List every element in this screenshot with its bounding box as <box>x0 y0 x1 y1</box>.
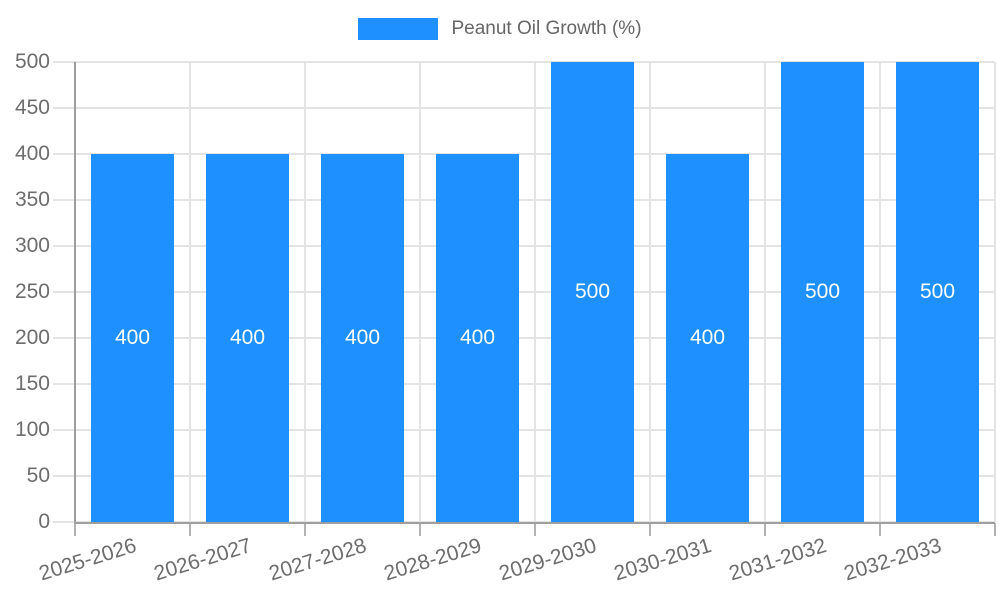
x-axis-tick <box>534 523 536 536</box>
x-gridline <box>534 62 536 522</box>
x-tick-label: 2031-2032 <box>726 534 830 586</box>
x-tick-label: 2026-2027 <box>151 534 255 586</box>
y-tick-label: 200 <box>14 326 50 349</box>
y-tick-label: 400 <box>14 142 50 165</box>
bar[interactable]: 400 <box>666 154 749 522</box>
bar[interactable]: 500 <box>551 62 634 522</box>
y-gridline <box>53 61 995 63</box>
bar[interactable]: 400 <box>321 154 404 522</box>
y-tick-label: 300 <box>14 234 50 257</box>
y-gridline <box>53 429 995 431</box>
bar-value-label: 400 <box>459 326 496 349</box>
y-axis-line <box>74 62 76 522</box>
x-gridline <box>419 62 421 522</box>
y-gridline <box>53 153 995 155</box>
x-tick-label: 2025-2026 <box>36 534 140 586</box>
x-gridline <box>304 62 306 522</box>
y-gridline <box>53 337 995 339</box>
bar-value-label: 400 <box>229 326 266 349</box>
x-gridline <box>189 62 191 522</box>
x-gridline <box>764 62 766 522</box>
legend[interactable]: Peanut Oil Growth (%) <box>0 18 1000 40</box>
bar-value-label: 500 <box>919 280 956 303</box>
x-tick-label: 2029-2030 <box>496 534 600 586</box>
x-gridline <box>649 62 651 522</box>
bar-value-label: 500 <box>804 280 841 303</box>
x-tick-label: 2030-2031 <box>611 534 715 586</box>
bar[interactable]: 500 <box>781 62 864 522</box>
y-gridline <box>53 199 995 201</box>
x-axis-tick <box>994 523 996 536</box>
x-axis-tick <box>649 523 651 536</box>
y-tick-label: 0 <box>38 510 50 533</box>
y-gridline <box>53 475 995 477</box>
legend-label: Peanut Oil Growth (%) <box>451 18 642 39</box>
x-axis-tick <box>74 523 76 536</box>
x-tick-label: 2027-2028 <box>266 534 370 586</box>
x-gridline <box>879 62 881 522</box>
x-axis-tick <box>879 523 881 536</box>
x-axis-line <box>74 522 995 524</box>
y-gridline <box>53 291 995 293</box>
bar-value-label: 400 <box>114 326 151 349</box>
y-tick-label: 350 <box>14 188 50 211</box>
y-gridline <box>53 245 995 247</box>
y-tick-label: 250 <box>14 280 50 303</box>
x-axis-tick <box>189 523 191 536</box>
legend-swatch-icon <box>358 18 439 40</box>
bar[interactable]: 400 <box>206 154 289 522</box>
y-tick-label: 500 <box>14 50 50 73</box>
x-axis-tick <box>304 523 306 536</box>
x-tick-label: 2028-2029 <box>381 534 485 586</box>
x-tick-label: 2032-2033 <box>841 534 945 586</box>
y-tick-label: 450 <box>14 96 50 119</box>
bar[interactable]: 400 <box>436 154 519 522</box>
bar[interactable]: 500 <box>896 62 979 522</box>
y-tick-label: 50 <box>26 464 50 487</box>
x-axis-tick <box>764 523 766 536</box>
y-gridline <box>53 107 995 109</box>
y-gridline <box>53 383 995 385</box>
x-gridline <box>994 62 996 522</box>
bar-value-label: 500 <box>574 280 611 303</box>
x-axis-tick <box>419 523 421 536</box>
bar-value-label: 400 <box>689 326 726 349</box>
bar[interactable]: 400 <box>91 154 174 522</box>
y-tick-label: 150 <box>14 372 50 395</box>
bar-value-label: 400 <box>344 326 381 349</box>
y-tick-label: 100 <box>14 418 50 441</box>
